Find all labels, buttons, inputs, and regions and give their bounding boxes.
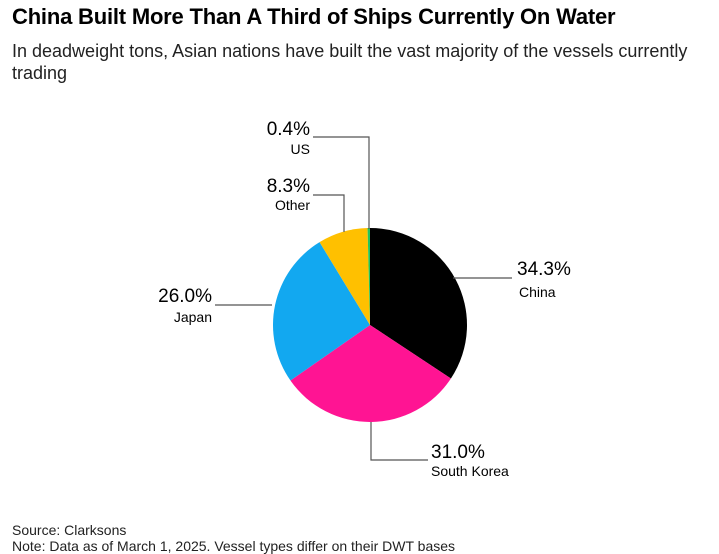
slice-name-label-china: China: [519, 284, 556, 300]
pie-slice-other: [319, 228, 370, 325]
pie-slice-japan: [272, 242, 370, 381]
pie-slice-south-korea: [290, 325, 451, 423]
leader-line-south-korea: [370, 422, 428, 461]
slice-value-label-south-korea: 31.0%: [431, 442, 485, 463]
leader-line-other: [313, 194, 345, 232]
slice-value-label-us: 0.4%: [267, 119, 310, 140]
source-note: Source: Clarksons: [12, 522, 127, 538]
chart-subtitle: In deadweight tons, Asian nations have b…: [12, 41, 688, 83]
pie-slice-us: [367, 228, 370, 325]
footnote: Note: Data as of March 1, 2025. Vessel t…: [12, 538, 456, 554]
chart-title: China Built More Than A Third of Ships C…: [12, 4, 616, 29]
slice-value-label-other: 8.3%: [267, 176, 310, 197]
pie-chart: 34.3% China 31.0%South Korea 26.0% Japan 8.3%…: [158, 119, 571, 479]
slice-name-label-us: US: [291, 141, 310, 157]
pie-slices: [272, 228, 468, 423]
leader-line-us: [313, 136, 370, 229]
slice-value-label-china: 34.3%: [517, 259, 571, 280]
slice-value-label-japan: 26.0%: [158, 286, 212, 307]
pie-slice-china: [370, 228, 468, 379]
slice-name-label-japan: Japan: [174, 309, 212, 325]
slice-labels: 34.3% China 31.0%South Korea 26.0% Japan 8.3%…: [158, 119, 571, 479]
leader-lines: [215, 136, 512, 461]
slice-name-label-other: Other: [275, 197, 310, 213]
slice-name-label-south-korea: South Korea: [431, 463, 509, 479]
